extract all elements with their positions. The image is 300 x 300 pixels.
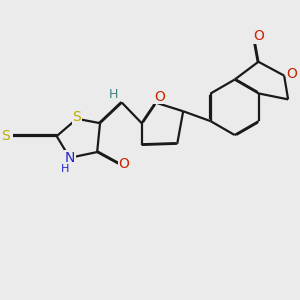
Text: O: O [286,67,298,81]
Text: N: N [64,151,75,165]
Text: O: O [253,29,264,43]
Text: O: O [154,90,165,104]
Text: S: S [73,110,81,124]
Text: H: H [108,88,118,101]
Text: O: O [118,157,129,171]
Text: H: H [61,164,69,174]
Text: S: S [2,129,10,143]
